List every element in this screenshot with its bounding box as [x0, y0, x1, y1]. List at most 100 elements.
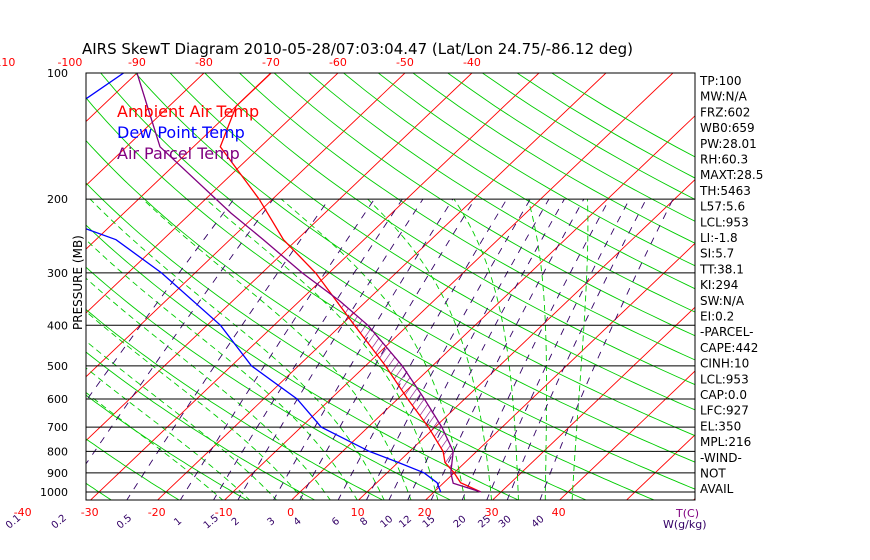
dry-adiabat-line — [86, 224, 520, 500]
bottom-temp-tick-label: 30 — [485, 506, 499, 519]
mixing-ratio-lines — [86, 198, 674, 500]
plot-border — [85, 72, 696, 501]
moist-adiabat-line — [527, 198, 548, 500]
mixing-ratio-tick-label: 2 — [230, 516, 242, 529]
index-entry: TH:5463 — [699, 184, 751, 198]
mixing-ratio-line — [506, 198, 647, 500]
dry-adiabat-line — [86, 308, 384, 500]
mixing-ratio-line — [539, 198, 674, 500]
dry-adiabat-line — [86, 182, 588, 500]
mixing-ratio-line — [388, 198, 550, 500]
top-temp-tick-label: -50 — [396, 56, 414, 69]
dry-adiabat-line — [0, 73, 45, 501]
index-entry: NOT — [700, 467, 726, 481]
moist-adiabat-line — [89, 198, 385, 500]
dry-adiabat-line — [135, 73, 695, 437]
index-entry: -PARCEL- — [700, 325, 754, 339]
dewpoint-temp-line — [86, 73, 442, 493]
isotherm-line — [86, 73, 205, 186]
isotherm-line — [424, 242, 695, 500]
mixing-ratio-tick-label: 0.5 — [115, 513, 134, 532]
sounding-series — [86, 73, 482, 493]
legend-entry: Air Parcel Temp — [117, 144, 240, 163]
pressure-tick-label: 900 — [47, 467, 68, 480]
chart-title: AIRS SkewT Diagram 2010-05-28/07:03:04.4… — [82, 40, 633, 58]
mixing-ratio-line — [299, 198, 476, 500]
isotherm-line — [156, 73, 607, 500]
moist-adiabat-line — [86, 239, 358, 500]
legend-entry: Ambient Air Temp — [117, 102, 259, 121]
top-temp-tick-label: -60 — [329, 56, 347, 69]
index-entry: RH:60.3 — [700, 153, 748, 167]
mixing-ratio-tick-label: 10 — [378, 514, 395, 531]
mixing-ratio-tick-label: 1 — [172, 516, 184, 529]
dry-adiabat-line — [204, 73, 695, 386]
index-entry: MAXT:28.5 — [700, 168, 763, 182]
mixing-ratio-tick-label: 30 — [497, 514, 514, 531]
mixing-ratio-line — [126, 198, 330, 500]
index-entry: LFC:927 — [700, 404, 749, 418]
mixing-ratio-line — [273, 198, 454, 500]
index-entry: LCL:953 — [700, 372, 749, 386]
index-entry: EI:0.2 — [700, 310, 734, 324]
index-entry: CAPE:442 — [700, 341, 758, 355]
top-temp-tick-label: -70 — [262, 56, 280, 69]
pressure-tick-label: 1000 — [40, 486, 68, 499]
index-entry: SW:N/A — [700, 294, 745, 308]
index-entry: SI:5.7 — [700, 247, 734, 261]
cape-hatch — [337, 302, 458, 479]
index-entry: TP:100 — [699, 74, 742, 88]
mixing-ratio-tick-label: 3 — [266, 516, 278, 529]
pressure-tick-label: 200 — [47, 193, 68, 206]
legend: Ambient Air Temp Dew Point Temp Air Parcel… — [117, 102, 259, 163]
moist-adiabat-line — [281, 198, 466, 500]
pressure-tick-label: 300 — [47, 267, 68, 280]
mixing-ratio-line — [365, 198, 531, 500]
isotherm-line — [86, 73, 406, 378]
dry-adiabat-line — [239, 73, 695, 361]
mixing-ratio-tick-label: 8 — [358, 516, 370, 529]
moist-adiabat-line — [86, 311, 304, 500]
bottom-temp-tick-label: 40 — [552, 506, 566, 519]
cape-hatch-area — [337, 302, 458, 479]
dry-adiabat-line — [86, 266, 452, 500]
moist-adiabat-line — [205, 198, 439, 500]
top-temp-tick-label: -80 — [195, 56, 213, 69]
mixing-ratio-line — [407, 198, 565, 500]
isotherm-line — [558, 370, 695, 500]
mixing-ratio-line — [213, 198, 403, 500]
pressure-tick-label: 700 — [47, 421, 68, 434]
index-entry: -WIND- — [700, 451, 742, 465]
dry-adiabat-line — [86, 351, 316, 500]
moist-adiabat-lines — [86, 198, 589, 500]
index-entry: AVAIL — [700, 482, 734, 496]
index-entry: TT:38.1 — [699, 262, 744, 276]
isotherm-line — [86, 73, 339, 314]
mixing-ratio-tick-label: 12 — [397, 514, 414, 531]
pressure-tick-label: 500 — [47, 360, 68, 373]
moist-adiabat-line — [86, 367, 251, 500]
index-entry: WB0:659 — [700, 121, 755, 135]
index-entry: FRZ:602 — [700, 105, 750, 119]
dry-adiabat-line — [412, 73, 695, 244]
isotherm-line — [86, 73, 473, 442]
mixing-ratio-tick-label: 0.2 — [50, 513, 69, 532]
index-entry: EL:350 — [700, 419, 741, 433]
pressure-tick-label: 800 — [47, 445, 68, 458]
moist-adiabat-line — [86, 340, 278, 500]
y-axis-label: PRESSURE (MB) — [71, 235, 85, 330]
bottom-temp-tick-label: -10 — [215, 506, 233, 519]
pressure-tick-label: 400 — [47, 319, 68, 332]
dry-adiabat-line — [308, 73, 695, 313]
bottom-temp-tick-label: -30 — [81, 506, 99, 519]
moist-adiabat-line — [571, 199, 589, 500]
top-temp-tick-labels: -120-110-100-90-80-70-60-50-40 — [0, 56, 481, 69]
mixing-ratio-line — [86, 198, 274, 465]
mixing-ratio-tick-label: 40 — [530, 514, 547, 531]
moist-adiabat-line — [367, 198, 493, 500]
index-entry: PW:28.01 — [700, 137, 757, 151]
parcel-temp-line — [136, 73, 482, 493]
isotherm-line — [86, 73, 272, 250]
